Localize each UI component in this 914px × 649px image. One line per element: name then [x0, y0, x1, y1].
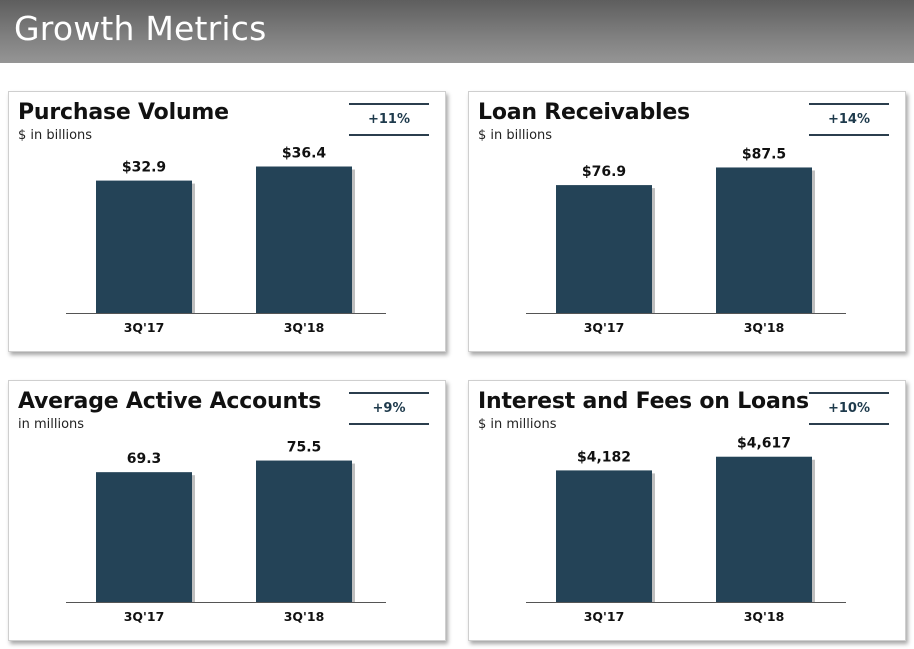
growth-badge: +14% — [809, 103, 889, 136]
x-tick-label: 3Q'17 — [124, 320, 165, 335]
loan-receivables-chart: $76.9 3Q'17 $87.5 3Q'18 — [526, 146, 846, 335]
bar — [256, 460, 352, 602]
bar — [556, 185, 652, 313]
value-label: $87.5 — [742, 146, 786, 162]
page-title: Growth Metrics — [14, 9, 267, 48]
average-active-accounts-panel: Average Active Accounts in millions +9% … — [8, 380, 446, 641]
value-label: $32.9 — [122, 160, 166, 176]
bar — [556, 470, 652, 602]
bar — [96, 180, 192, 313]
value-label: $4,182 — [577, 449, 631, 465]
x-tick-label: 3Q'18 — [744, 320, 785, 335]
loan-receivables-panel: Loan Receivables $ in billions +14% $76.… — [468, 91, 906, 352]
average-active-accounts-chart: 69.3 3Q'17 75.5 3Q'18 — [66, 440, 386, 624]
x-tick-label: 3Q'18 — [284, 320, 325, 335]
chart-subtitle: $ in millions — [478, 417, 557, 432]
header-bar: Growth Metrics — [0, 0, 914, 63]
chart-subtitle: $ in billions — [18, 128, 93, 143]
chart-title: Interest and Fees on Loans — [478, 389, 809, 414]
value-label: 69.3 — [127, 451, 162, 467]
x-tick-label: 3Q'18 — [744, 609, 785, 624]
growth-badge: +11% — [349, 103, 429, 136]
bar — [716, 456, 812, 602]
purchase-volume-chart: $32.9 3Q'17 $36.4 3Q'18 — [66, 146, 386, 335]
value-label: $4,617 — [737, 436, 791, 452]
value-label: 75.5 — [287, 440, 322, 456]
chart-title: Purchase Volume — [18, 100, 229, 125]
value-label: $76.9 — [582, 164, 626, 180]
chart-title: Average Active Accounts — [18, 389, 322, 414]
interest-and-fees-chart: $4,182 3Q'17 $4,617 3Q'18 — [526, 436, 846, 624]
x-tick-label: 3Q'18 — [284, 609, 325, 624]
growth-badge: +9% — [349, 392, 429, 425]
x-tick-label: 3Q'17 — [584, 320, 625, 335]
chart-title: Loan Receivables — [478, 100, 690, 125]
bar — [96, 472, 192, 602]
value-label: $36.4 — [282, 146, 327, 162]
purchase-volume-panel: Purchase Volume $ in billions +11% $32.9… — [8, 91, 446, 352]
bar — [716, 167, 812, 313]
interest-and-fees-panel: Interest and Fees on Loans $ in millions… — [468, 380, 906, 641]
x-tick-label: 3Q'17 — [584, 609, 625, 624]
bar — [256, 166, 352, 313]
growth-badge: +10% — [809, 392, 889, 425]
chart-subtitle: in millions — [18, 417, 85, 432]
x-tick-label: 3Q'17 — [124, 609, 165, 624]
chart-subtitle: $ in billions — [478, 128, 553, 143]
